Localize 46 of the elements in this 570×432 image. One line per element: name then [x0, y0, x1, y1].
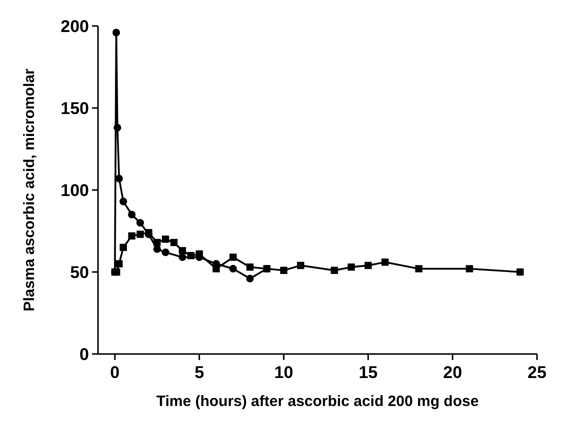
point: [116, 260, 123, 268]
point: [381, 258, 389, 266]
point: [297, 262, 304, 270]
point: [364, 262, 372, 270]
point: [114, 124, 122, 132]
point: [153, 245, 161, 253]
x-tick-label: 10: [274, 363, 294, 382]
point: [136, 230, 144, 238]
point: [115, 174, 123, 182]
point: [187, 252, 194, 260]
y-tick-label: 150: [60, 98, 89, 118]
x-axis-title: Time (hours) after ascorbic acid 200 mg dose: [156, 393, 479, 410]
point: [330, 266, 338, 274]
x-tick-label: 5: [194, 363, 204, 382]
x-tick-label: 15: [358, 363, 378, 382]
y-axis-title: Plasma ascorbic acid, micromolar: [21, 68, 38, 312]
point: [120, 244, 127, 251]
point: [112, 28, 120, 36]
point: [178, 253, 186, 262]
point: [246, 274, 254, 282]
point: [120, 198, 128, 206]
point: [212, 265, 220, 272]
point: [348, 263, 355, 271]
point: [170, 238, 178, 246]
point: [162, 236, 170, 243]
y-tick-label: 100: [60, 180, 89, 200]
point: [246, 263, 254, 271]
point: [128, 210, 136, 218]
point: [229, 264, 237, 273]
y-tick-label: 200: [60, 16, 89, 36]
y-tick-label: 0: [80, 344, 89, 364]
point: [415, 265, 422, 272]
point: [128, 232, 136, 240]
point: [162, 248, 170, 256]
point: [229, 254, 237, 261]
point: [263, 265, 270, 272]
x-tick-label: 25: [528, 363, 546, 382]
x-tick-label: 0: [110, 363, 120, 382]
x-tick-label: 20: [443, 363, 462, 382]
point: [516, 268, 524, 276]
point: [280, 266, 288, 274]
point: [136, 219, 144, 227]
point: [466, 265, 474, 272]
point: [178, 247, 186, 254]
y-tick-label: 50: [70, 262, 89, 282]
point: [153, 238, 161, 246]
